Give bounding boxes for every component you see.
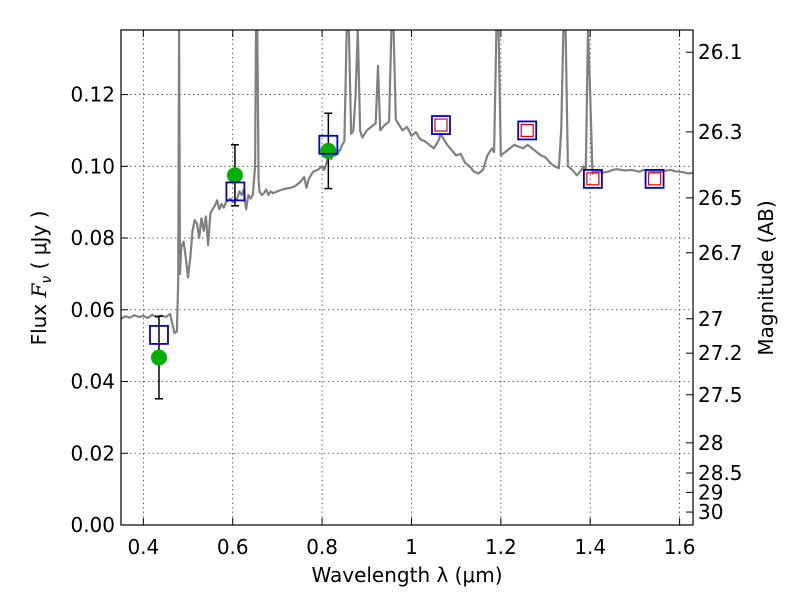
magnitude-tick-label: 29 bbox=[698, 480, 723, 504]
x-axis-title: Wavelength λ (μm) bbox=[311, 563, 502, 587]
magnitude-tick-label: 26.3 bbox=[698, 120, 743, 144]
model-band-square bbox=[149, 324, 169, 345]
observed-flux-point bbox=[320, 142, 337, 159]
observed-flux-point bbox=[150, 349, 167, 366]
y-axis-title: Flux Fν ( μJy ) bbox=[27, 211, 55, 346]
plot-area bbox=[121, 30, 693, 400]
y-tick-label: 0.00 bbox=[70, 513, 115, 537]
y-tick-label: 0.10 bbox=[70, 154, 115, 178]
model-band-square bbox=[517, 120, 538, 141]
model-band-inner-square bbox=[647, 172, 662, 186]
model-band-square bbox=[644, 168, 665, 189]
model-band-inner-square bbox=[586, 172, 600, 186]
magnitude-tick-label: 30 bbox=[698, 500, 723, 524]
x-tick-label: 1.2 bbox=[485, 535, 517, 559]
magnitude-tick-label: 28.5 bbox=[698, 461, 743, 485]
model-band-square bbox=[318, 134, 339, 155]
magnitude-tick-label: 28 bbox=[698, 431, 723, 455]
magnitude-tick-label: 27.2 bbox=[698, 341, 743, 365]
model-band-inner-square bbox=[520, 123, 534, 138]
y-tick-label: 0.04 bbox=[70, 370, 115, 394]
model-band-square bbox=[225, 181, 246, 202]
y-axis-title-subscript: ν bbox=[39, 276, 55, 284]
y-tick-label: 0.08 bbox=[70, 226, 115, 250]
y-axis-title-prefix: Flux bbox=[27, 297, 51, 345]
x-tick-label: 1.6 bbox=[664, 535, 696, 559]
x-tick-label: 0.6 bbox=[217, 535, 249, 559]
x-tick-label: 1 bbox=[405, 535, 418, 559]
y-axis-title-units: ( μJy ) bbox=[27, 211, 51, 276]
y-axis: 0.00 0.02 0.04 0.06 0.08 0.10 0.12 bbox=[70, 83, 128, 537]
magnitude-tick-label: 26.5 bbox=[698, 186, 743, 210]
y-tick-label: 0.02 bbox=[70, 441, 115, 465]
model-band-square bbox=[583, 168, 603, 189]
model-band-inner-square bbox=[434, 118, 448, 132]
grid-layer bbox=[121, 30, 693, 526]
photometry-layer bbox=[149, 112, 665, 400]
y-axis-title-symbol: F bbox=[27, 282, 51, 298]
model-band-square bbox=[431, 115, 451, 135]
magnitude-tick-label: 27 bbox=[698, 307, 723, 331]
magnitude-tick-label: 26.7 bbox=[698, 241, 743, 265]
magnitude-tick-label: 27.5 bbox=[698, 383, 743, 407]
plot-frame bbox=[120, 29, 694, 526]
x-tick-label: 1.4 bbox=[574, 535, 606, 559]
y-tick-label: 0.12 bbox=[70, 83, 115, 107]
magnitude-tick-label: 26.1 bbox=[698, 40, 743, 64]
x-axis: 0.4 0.6 0.8 1 1.2 1.4 1.6 bbox=[127, 30, 696, 559]
magnitude-axis-title: Magnitude (AB) bbox=[754, 200, 778, 355]
x-tick-label: 0.4 bbox=[127, 535, 159, 559]
model-spectrum-line bbox=[121, 30, 693, 335]
observed-flux-point bbox=[226, 167, 243, 184]
x-tick-label: 0.8 bbox=[306, 535, 338, 559]
model-spectrum-layer bbox=[121, 30, 693, 335]
y-tick-label: 0.06 bbox=[70, 298, 115, 322]
